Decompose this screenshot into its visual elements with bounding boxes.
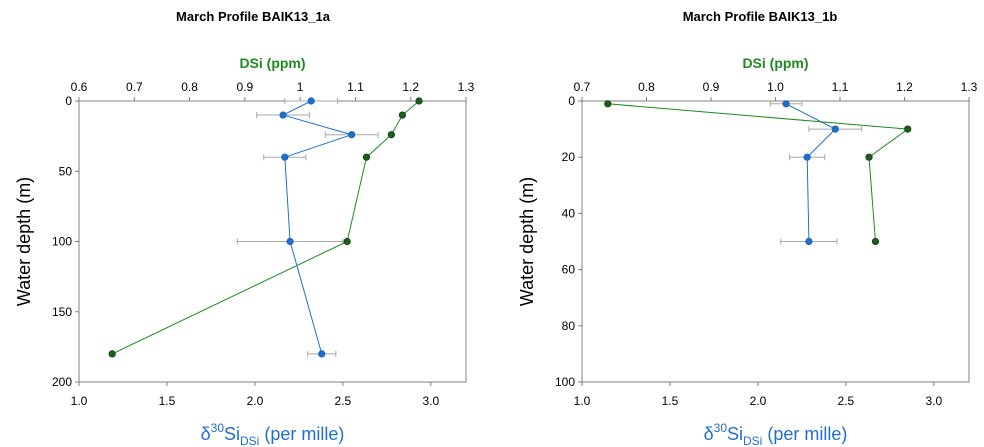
bottom-axis-tick-label: 2.0 <box>247 394 264 408</box>
y-axis-tick-label: 80 <box>562 319 576 333</box>
bottom-axis-tick-label: 2.5 <box>838 394 855 408</box>
chart-title: March Profile BAIK13_1a <box>176 9 331 24</box>
y-axis-tick-label: 50 <box>59 164 73 178</box>
y-axis-tick-label: 100 <box>52 235 72 249</box>
x-title-superscript: 30 <box>211 421 225 435</box>
x-title-units: (per mille) <box>259 424 344 444</box>
x-title-delta: δ <box>704 424 714 444</box>
data-point <box>831 125 839 133</box>
chart-panel-2: March Profile BAIK13_1b DSi (ppm) 0.7 0.8 0.… <box>517 9 978 447</box>
data-point <box>803 153 811 161</box>
top-axis-tick-label: 1.3 <box>458 80 475 94</box>
data-point <box>348 131 356 139</box>
y-axis-tick-label: 60 <box>562 263 576 277</box>
bottom-axis-tick-label: 1.5 <box>159 394 176 408</box>
x-title-subscript: DSi <box>743 434 762 447</box>
top-axis-tick-label: 1.3 <box>961 80 978 94</box>
y-axis-title: Water depth (m) <box>14 177 34 306</box>
data-point <box>343 237 351 246</box>
x-title-delta: δ <box>201 424 211 444</box>
series-line <box>281 100 354 355</box>
series-bottom-axis <box>769 100 863 246</box>
y-axis-tick-label: 100 <box>555 375 575 389</box>
data-point <box>398 111 407 119</box>
plot-area-frame <box>581 100 970 383</box>
y-axis-tick-label: 200 <box>52 375 72 389</box>
series-top-axis <box>108 97 423 358</box>
y-axis-tick-label: 20 <box>562 150 576 164</box>
top-axis-tick-label: 0.8 <box>638 80 655 94</box>
bottom-axis-tick-label: 1.0 <box>71 394 88 408</box>
x-title-superscript: 30 <box>714 421 728 435</box>
top-axis-tick-label: 0.9 <box>703 80 720 94</box>
data-point <box>604 100 612 108</box>
top-axis-tick-label: 1.2 <box>896 80 913 94</box>
series-line <box>111 100 420 355</box>
data-point <box>415 97 423 105</box>
y-axis-title: Water depth (m) <box>517 177 537 306</box>
x-axis-title: δ30SiDSi (per mille) <box>201 421 345 447</box>
bottom-axis-tick-label: 2.0 <box>750 394 767 408</box>
top-axis-tick-label: 0.7 <box>126 80 143 94</box>
data-point <box>286 237 294 246</box>
y-axis-tick-label: 40 <box>562 206 576 220</box>
top-axis-tick-label: 1.1 <box>347 80 364 94</box>
data-point <box>805 237 813 246</box>
series-bottom-axis <box>236 97 379 358</box>
top-axis-tick-label: 0.6 <box>71 80 88 94</box>
data-point <box>362 153 371 161</box>
bottom-axis-tick-label: 3.0 <box>422 394 439 408</box>
x-title-element: Si <box>224 424 240 444</box>
x-title-units: (per mille) <box>762 424 847 444</box>
data-point <box>871 237 880 246</box>
data-point <box>387 131 395 139</box>
top-axis-label: DSi (ppm) <box>239 55 305 71</box>
bottom-axis-tick-label: 1.0 <box>574 394 591 408</box>
chart-title: March Profile BAIK13_1b <box>683 9 838 24</box>
x-title-element: Si <box>727 424 743 444</box>
series-line <box>607 103 910 242</box>
top-axis-tick-label: 1.1 <box>832 80 849 94</box>
y-axis-tick-label: 0 <box>568 94 575 108</box>
chart-panel-1: March Profile BAIK13_1a DSi (ppm) 0.6 0.7 0.… <box>14 9 475 447</box>
data-point <box>281 153 289 161</box>
y-axis-tick-label: 0 <box>65 94 72 108</box>
top-axis-tick-label: 0.9 <box>237 80 254 94</box>
x-axis-title: δ30SiDSi (per mille) <box>704 421 848 447</box>
top-axis-tick-label: 1 <box>297 80 304 94</box>
data-point <box>108 350 116 358</box>
series-top-axis <box>604 100 912 246</box>
data-point <box>279 111 287 119</box>
bottom-axis-tick-label: 2.5 <box>335 394 352 408</box>
data-point <box>904 125 912 133</box>
data-point <box>782 100 790 108</box>
bottom-axis-tick-label: 1.5 <box>662 394 679 408</box>
series-line <box>785 103 837 242</box>
data-point <box>865 153 873 161</box>
top-axis-tick-label: 0.8 <box>181 80 198 94</box>
top-axis-tick-label: 0.7 <box>574 80 591 94</box>
top-axis-tick-label: 1.0 <box>767 80 784 94</box>
y-axis-tick-label: 150 <box>52 305 72 319</box>
top-axis-tick-label: 1.2 <box>402 80 419 94</box>
bottom-axis-tick-label: 3.0 <box>925 394 942 408</box>
data-point <box>307 97 315 105</box>
x-title-subscript: DSi <box>240 434 259 447</box>
top-axis-label: DSi (ppm) <box>742 55 808 71</box>
data-point <box>318 350 326 358</box>
